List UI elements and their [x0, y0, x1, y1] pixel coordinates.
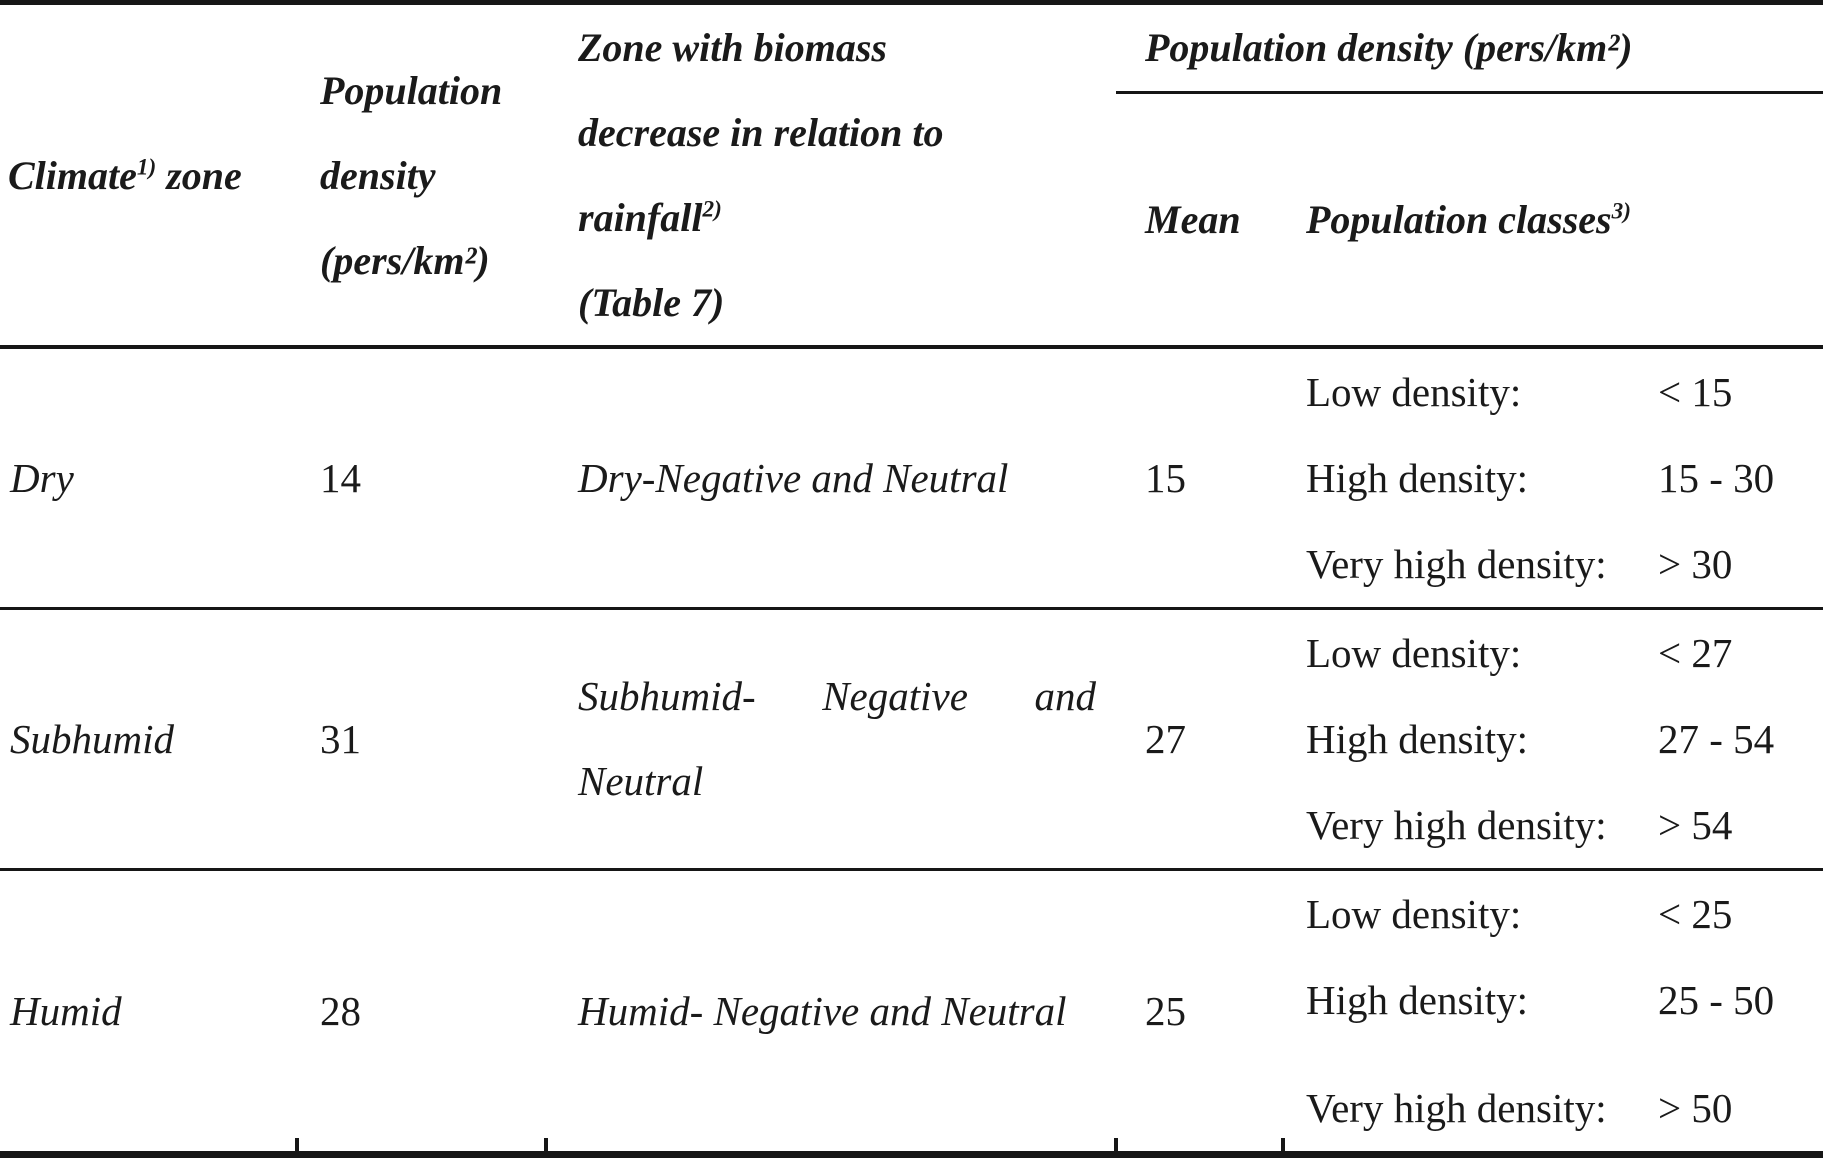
class-line-very-high: Very high density: > 30	[1306, 521, 1817, 607]
header-climate-zone-text: Climate	[8, 152, 137, 198]
class-label: Very high density:	[1306, 1085, 1607, 1131]
header-population-classes-text: Population classes	[1306, 196, 1612, 242]
biomass-line: Neutral	[578, 758, 704, 804]
class-line-low: Low density: < 15	[1306, 349, 1817, 435]
footnote-marker-1: 1)	[136, 154, 157, 181]
header-biomass-zone: Zone with biomass decrease in relation t…	[546, 2, 1116, 349]
header-biomass-line1: Zone with biomass	[578, 25, 887, 70]
header-population-density-group: Population density (pers/km²)	[1116, 2, 1823, 94]
table-row-subhumid: Subhumid 31 Subhumid- Negative and Neutra…	[0, 608, 1823, 871]
class-label: Very high density:	[1306, 541, 1607, 587]
biomass-line: Dry-Negative and Neutral	[578, 454, 1009, 501]
cell-climate-zone: Dry	[0, 347, 297, 610]
class-label: High density:	[1306, 977, 1529, 1023]
cell-mean: 25	[1114, 870, 1283, 1155]
header-population-density: Population density (pers/km²)	[297, 2, 546, 349]
header-population-density-line3: (pers/km²)	[320, 237, 490, 283]
header-row-top: Climate1) zone Population density (pers/…	[0, 2, 1823, 349]
class-line-high: High density: 15 - 30	[1306, 435, 1817, 521]
class-line-very-high: Very high density: > 54	[1306, 782, 1817, 868]
header-population-classes: Population classes3)	[1283, 92, 1823, 349]
cell-biomass-zone: Dry-Negative and Neutral	[546, 347, 1116, 610]
class-line-high: High density: 27 - 54	[1306, 696, 1817, 782]
table-body: Dry 14 Dry-Negative and Neutral 15 Low d…	[0, 347, 1823, 1155]
class-label: Very high density:	[1306, 802, 1607, 848]
table-header: Climate1) zone Population density (pers/…	[0, 2, 1823, 349]
biomass-line: Subhumid- Negative and	[578, 673, 1096, 719]
class-label: Low density:	[1306, 891, 1522, 937]
cell-biomass-zone: Humid- Negative and Neutral	[544, 870, 1116, 1155]
header-population-density-line2: density	[320, 152, 436, 198]
class-value: 27 - 54	[1658, 716, 1775, 762]
header-biomass-line3: rainfall2)	[578, 175, 1116, 260]
class-value: > 30	[1658, 541, 1733, 587]
class-line-high: High density: 25 - 50	[1306, 957, 1817, 1043]
class-value: > 54	[1658, 802, 1733, 848]
cell-population-density: 31	[297, 608, 546, 871]
cell-biomass-zone: Subhumid- Negative and Neutral	[546, 608, 1116, 871]
table-row-dry: Dry 14 Dry-Negative and Neutral 15 Low d…	[0, 347, 1823, 610]
header-climate-zone: Climate1) zone	[0, 2, 297, 349]
cell-population-density: 14	[297, 347, 546, 610]
header-biomass-line4: (Table 7)	[578, 280, 725, 325]
cell-population-density: 28	[295, 870, 546, 1155]
header-climate-zone-suffix: zone	[156, 152, 242, 198]
class-value: < 27	[1658, 630, 1733, 676]
header-biomass-line2: decrease in relation to	[578, 110, 944, 155]
class-value: 15 - 30	[1658, 455, 1775, 501]
footnote-marker-2: 2)	[702, 196, 722, 223]
class-value: 25 - 50	[1658, 977, 1775, 1023]
class-value: < 15	[1658, 369, 1733, 415]
class-label: High density:	[1306, 716, 1529, 762]
class-label: Low density:	[1306, 630, 1522, 676]
header-row-sub: Mean Population classes3)	[0, 92, 1823, 349]
cell-mean: 15	[1116, 347, 1283, 610]
class-value: < 25	[1658, 891, 1733, 937]
cell-population-classes: Low density: < 27 High density: 27 - 54 Ve…	[1283, 608, 1823, 871]
table-row-humid: Humid 28 Humid- Negative and Neutral 25 …	[0, 870, 1823, 1155]
header-biomass-rainfall: rainfall	[578, 195, 703, 240]
header-mean: Mean	[1116, 92, 1283, 349]
footnote-marker-3: 3)	[1611, 198, 1631, 225]
header-population-density-line1: Population	[320, 67, 503, 113]
cell-climate-zone: Humid	[10, 988, 122, 1034]
class-label: High density:	[1306, 455, 1529, 501]
class-label: Low density:	[1306, 369, 1522, 415]
class-line-very-high: Very high density: > 50	[1306, 1065, 1817, 1151]
class-line-low: Low density: < 27	[1306, 610, 1817, 696]
cell-population-classes: Low density: < 25 High density: 25 - 50 Ve…	[1281, 870, 1823, 1155]
biomass-line: Humid- Negative and Neutral	[578, 987, 1067, 1034]
cell-population-classes: Low density: < 15 High density: 15 - 30 Ve…	[1283, 347, 1823, 610]
class-line-low: Low density: < 25	[1306, 871, 1817, 957]
class-value: > 50	[1658, 1085, 1733, 1131]
cell-mean: 27	[1116, 608, 1283, 871]
cell-climate-zone: Subhumid	[0, 608, 297, 871]
